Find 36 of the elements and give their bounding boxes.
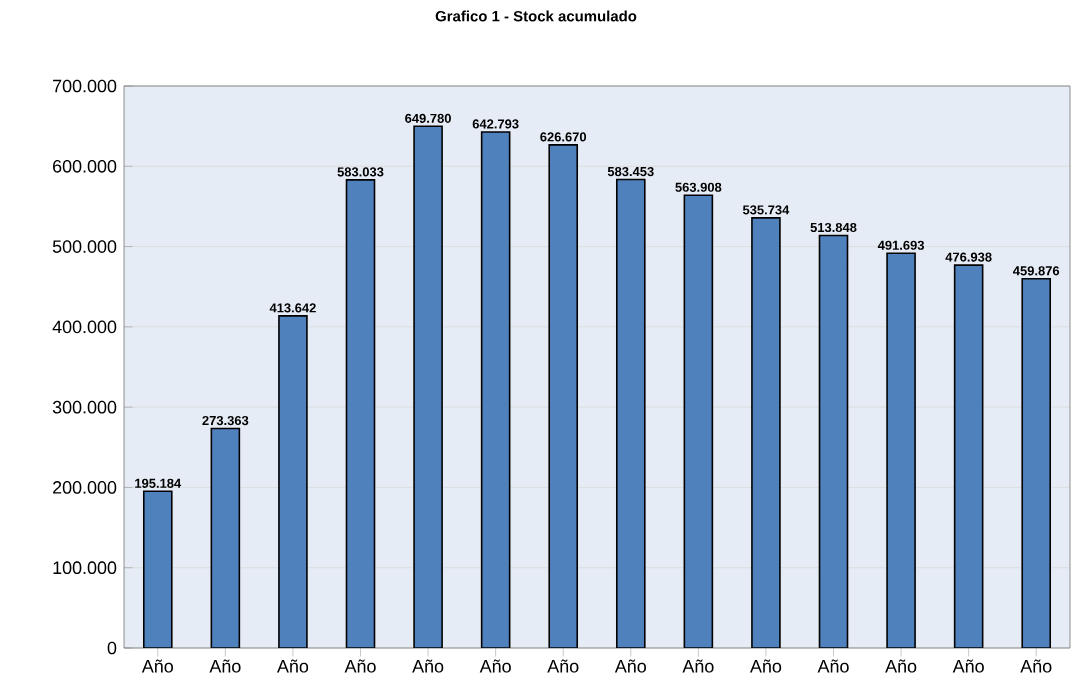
y-tick-label: 100.000 xyxy=(53,561,117,575)
x-tick-label: Año xyxy=(885,659,917,673)
x-tick-label: Año xyxy=(750,659,782,673)
x-tick-label: Año xyxy=(209,659,241,673)
bar xyxy=(886,252,916,649)
x-tick-label: Año xyxy=(412,659,444,673)
bar xyxy=(210,428,241,649)
x-tick-label: Año xyxy=(1020,659,1052,673)
x-tick-label: Año xyxy=(141,659,173,673)
y-tick-label: 600.000 xyxy=(53,160,117,174)
y-tick-label: 700.000 xyxy=(53,80,117,93)
x-tick-label: Año xyxy=(682,659,714,673)
bar xyxy=(683,194,714,649)
bar xyxy=(751,217,781,649)
y-tick-label: 500.000 xyxy=(52,240,117,254)
bar xyxy=(345,179,376,649)
x-tick-label: Año xyxy=(952,659,984,673)
x-tick-label: Año xyxy=(614,659,646,673)
bar xyxy=(1021,278,1052,649)
bar xyxy=(480,131,511,649)
x-tick-label: Año xyxy=(344,659,376,673)
bar xyxy=(818,235,849,649)
bar xyxy=(413,125,443,649)
bar xyxy=(615,179,646,649)
x-tick-label: Año xyxy=(479,659,511,673)
bar xyxy=(548,144,579,649)
y-tick-label: 300.000 xyxy=(52,401,117,414)
bar xyxy=(953,264,984,649)
x-tick-label: Año xyxy=(547,659,579,673)
y-tick-label: 400.000 xyxy=(52,320,117,334)
bar xyxy=(278,315,308,649)
x-tick-label: Año xyxy=(277,659,309,673)
bar xyxy=(142,490,173,649)
x-tick-label: Año xyxy=(817,659,849,673)
y-tick-label: 200.000 xyxy=(53,481,117,495)
y-tick-label: 0 xyxy=(107,642,117,655)
